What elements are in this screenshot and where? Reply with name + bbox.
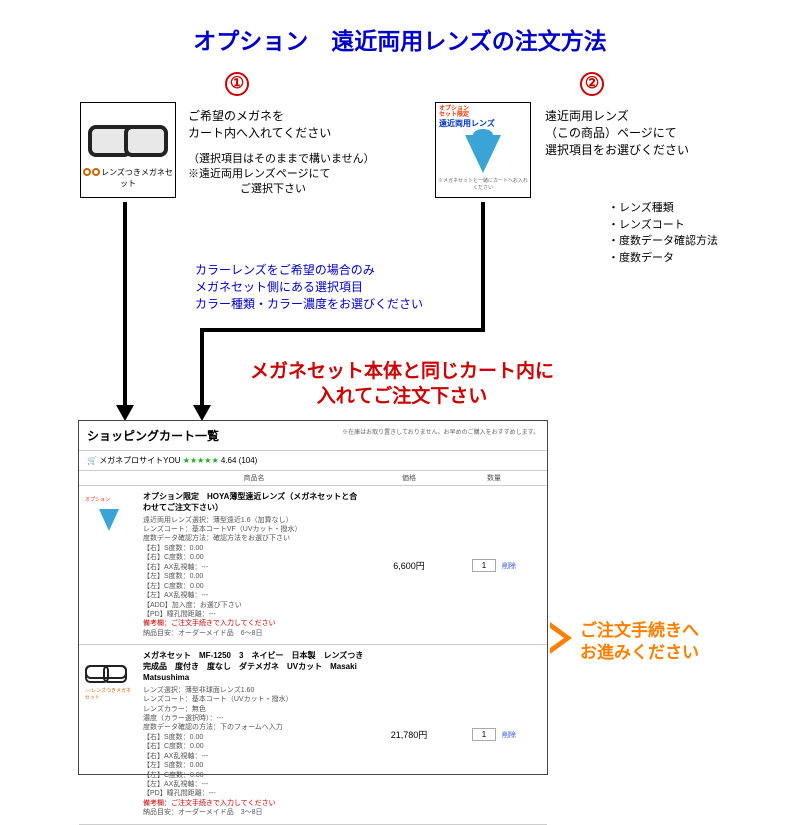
color-lens-note: カラーレンズをご希望の場合のみ メガネセット側にある選択項目 カラー種類・カラー…: [195, 262, 423, 312]
cart-row-desc: メガネセット MF-1250 3 ネイビー 日本製 レンズつき完成品 度付き 度…: [139, 649, 369, 820]
step2-bullets: ・レンズ種類 ・レンズコート ・度数データ確認方法 ・度数データ: [608, 200, 718, 266]
cart-shop-row: 🛒 メガネプロサイトYOU ★★★★★ 4.64 (104): [79, 451, 547, 471]
lens-icon: [99, 509, 119, 531]
proceed-message: ご注文手続きへ お進みください: [580, 620, 699, 664]
arrow-step1-down: [123, 202, 127, 407]
arrow-step1-head: [116, 405, 134, 421]
cart-row-price: 6,600円: [369, 559, 449, 572]
arrow-step2-head: [193, 405, 211, 421]
step1-box-caption: レンズつきメガネセット: [81, 167, 175, 189]
delete-link[interactable]: 削除: [502, 732, 516, 739]
cart-row-qty: 削除: [449, 559, 539, 572]
lens-icon: [465, 135, 501, 173]
step2-text: 遠近両用レンズ （この商品）ページにて 選択項目をお選びください: [545, 108, 775, 158]
qty-input[interactable]: [472, 559, 496, 572]
cart-header: ショッピングカート一覧 ※在庫はお取り置きしておりません。お早めのご購入をおすす…: [79, 421, 547, 451]
arrow-step2-down1: [481, 202, 485, 330]
cart-row-price: 21,780円: [369, 728, 449, 741]
page-title: オプション 遠近両用レンズの注文方法: [0, 0, 800, 56]
step2-box-mini: ※メガネセットと一緒にカートへお入れください: [436, 177, 530, 191]
glasses-icon: [88, 125, 168, 149]
step2-tag: オプションセット限定: [436, 103, 530, 118]
same-cart-message: メガネセット本体と同じカート内に 入れてご注文下さい: [250, 360, 554, 409]
step1-product-box: レンズつきメガネセット: [80, 102, 176, 198]
arrow-step2-down2: [200, 328, 204, 408]
cart-row-desc: オプション限定 HOYA薄型遠近レンズ（メガネセットと合わせてご注文下さい） 遠…: [139, 490, 369, 640]
triangle-right-icon: [550, 622, 572, 654]
cart-row-image: オプション: [79, 490, 139, 640]
cart-row-image: ○○レンズつきメガネセット: [79, 649, 139, 820]
shopping-cart-panel: ショッピングカート一覧 ※在庫はお取り置きしておりません。お早めのご購入をおすす…: [78, 420, 548, 775]
qty-input[interactable]: [472, 728, 496, 741]
cart-row: ○○レンズつきメガネセット メガネセット MF-1250 3 ネイビー 日本製 …: [79, 645, 547, 825]
cart-row-qty: 削除: [449, 728, 539, 741]
step1-number: ①: [225, 72, 249, 96]
arrow-step2-left: [200, 328, 485, 332]
step2-product-box: オプションセット限定 遠近両用レンズ ※メガネセットと一緒にカートへお入れくださ…: [435, 102, 531, 198]
cart-row: オプション オプション限定 HOYA薄型遠近レンズ（メガネセットと合わせてご注文…: [79, 486, 547, 645]
delete-link[interactable]: 削除: [502, 563, 516, 570]
step2-number: ②: [580, 72, 604, 96]
step1-text: ご希望のメガネを カート内へ入れてください （選択項目はそのままで構いません） …: [188, 108, 418, 198]
cart-table-header: 商品名 価格 数量: [79, 471, 547, 486]
glasses-icon: [85, 665, 127, 679]
